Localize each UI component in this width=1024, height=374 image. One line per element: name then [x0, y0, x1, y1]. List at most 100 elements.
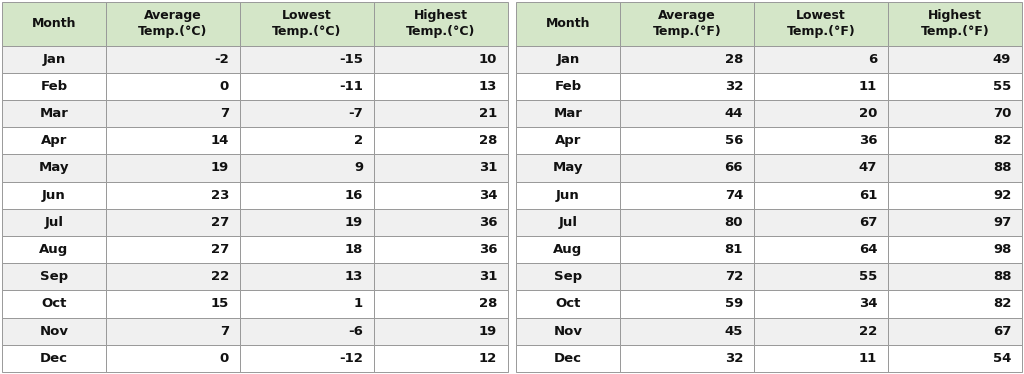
- Text: -12: -12: [339, 352, 364, 365]
- Text: Highest
Temp.(°F): Highest Temp.(°F): [921, 9, 989, 38]
- Text: Jul: Jul: [558, 216, 578, 229]
- Text: Month: Month: [546, 17, 590, 30]
- Text: 28: 28: [725, 53, 743, 65]
- Bar: [240, 2, 374, 46]
- Bar: [754, 181, 888, 209]
- Text: -2: -2: [214, 53, 229, 65]
- Bar: [620, 345, 754, 372]
- Text: 15: 15: [211, 297, 229, 310]
- Text: 11: 11: [859, 80, 878, 93]
- Bar: [240, 318, 374, 345]
- Bar: [374, 209, 508, 236]
- Bar: [888, 263, 1022, 290]
- Bar: [754, 318, 888, 345]
- Text: 9: 9: [354, 162, 364, 174]
- Text: 7: 7: [220, 107, 229, 120]
- Text: Feb: Feb: [40, 80, 68, 93]
- Bar: [105, 46, 240, 73]
- Text: 28: 28: [479, 134, 498, 147]
- Text: 67: 67: [993, 325, 1012, 338]
- Text: 34: 34: [479, 188, 498, 202]
- Text: Sep: Sep: [554, 270, 582, 283]
- Text: Mar: Mar: [553, 107, 583, 120]
- Bar: [105, 263, 240, 290]
- Bar: [888, 73, 1022, 100]
- Text: 22: 22: [859, 325, 878, 338]
- Bar: [105, 290, 240, 318]
- Bar: [2, 2, 105, 46]
- Text: 2: 2: [354, 134, 364, 147]
- Text: 80: 80: [725, 216, 743, 229]
- Text: Nov: Nov: [553, 325, 583, 338]
- Text: 1: 1: [354, 297, 364, 310]
- Bar: [888, 127, 1022, 154]
- Bar: [888, 46, 1022, 73]
- Text: 61: 61: [859, 188, 878, 202]
- Bar: [620, 236, 754, 263]
- Text: Jan: Jan: [556, 53, 580, 65]
- Text: -15: -15: [339, 53, 364, 65]
- Text: Oct: Oct: [41, 297, 67, 310]
- Bar: [105, 181, 240, 209]
- Bar: [2, 154, 105, 181]
- Text: 10: 10: [479, 53, 498, 65]
- Text: 36: 36: [479, 243, 498, 256]
- Text: 31: 31: [479, 162, 498, 174]
- Bar: [754, 100, 888, 127]
- Bar: [888, 345, 1022, 372]
- Text: Jun: Jun: [42, 188, 66, 202]
- Text: Dec: Dec: [40, 352, 68, 365]
- Bar: [240, 154, 374, 181]
- Text: Lowest
Temp.(°C): Lowest Temp.(°C): [272, 9, 342, 38]
- Text: 45: 45: [725, 325, 743, 338]
- Bar: [240, 290, 374, 318]
- Text: 18: 18: [345, 243, 364, 256]
- Text: 47: 47: [859, 162, 878, 174]
- Bar: [240, 345, 374, 372]
- Text: 22: 22: [211, 270, 229, 283]
- Bar: [240, 46, 374, 73]
- Bar: [754, 236, 888, 263]
- Text: 19: 19: [345, 216, 364, 229]
- Bar: [888, 181, 1022, 209]
- Text: 12: 12: [479, 352, 498, 365]
- Bar: [888, 236, 1022, 263]
- Text: 82: 82: [993, 297, 1012, 310]
- Bar: [105, 318, 240, 345]
- Bar: [888, 154, 1022, 181]
- Bar: [374, 181, 508, 209]
- Bar: [374, 127, 508, 154]
- Bar: [754, 209, 888, 236]
- Bar: [240, 263, 374, 290]
- Bar: [374, 290, 508, 318]
- Bar: [240, 127, 374, 154]
- Bar: [105, 209, 240, 236]
- Bar: [620, 127, 754, 154]
- Bar: [754, 345, 888, 372]
- Bar: [754, 127, 888, 154]
- Text: 0: 0: [220, 80, 229, 93]
- Text: Lowest
Temp.(°F): Lowest Temp.(°F): [786, 9, 855, 38]
- Text: 21: 21: [479, 107, 498, 120]
- Bar: [754, 46, 888, 73]
- Bar: [516, 290, 620, 318]
- Text: 14: 14: [211, 134, 229, 147]
- Text: Average
Temp.(°C): Average Temp.(°C): [138, 9, 208, 38]
- Text: 13: 13: [345, 270, 364, 283]
- Text: Jan: Jan: [42, 53, 66, 65]
- Text: -7: -7: [348, 107, 364, 120]
- Text: Average
Temp.(°F): Average Temp.(°F): [652, 9, 721, 38]
- Bar: [2, 46, 105, 73]
- Text: 16: 16: [345, 188, 364, 202]
- Bar: [2, 263, 105, 290]
- Bar: [240, 181, 374, 209]
- Bar: [620, 318, 754, 345]
- Text: 55: 55: [993, 80, 1012, 93]
- Text: 88: 88: [993, 270, 1012, 283]
- Bar: [2, 209, 105, 236]
- Bar: [516, 181, 620, 209]
- Bar: [620, 2, 754, 46]
- Bar: [888, 2, 1022, 46]
- Text: 67: 67: [859, 216, 878, 229]
- Bar: [888, 290, 1022, 318]
